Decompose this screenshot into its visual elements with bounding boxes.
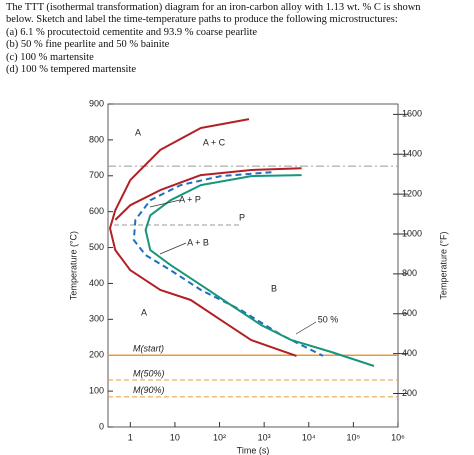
y-tick-label: 0 — [99, 421, 104, 431]
curve — [114, 167, 302, 221]
y-tick-label: 600 — [89, 206, 104, 216]
region-label: A — [141, 307, 147, 317]
pointer — [159, 242, 187, 255]
plot-frame — [107, 103, 399, 428]
region-label: A + B — [187, 237, 209, 247]
y2-tick-label: 200 — [402, 388, 417, 398]
y2-axis-label: Temperature (°F) — [438, 231, 448, 299]
m-line-label: M(50%) — [133, 368, 165, 378]
y-tick-label: 200 — [89, 350, 104, 360]
y2-tick-label: 1000 — [402, 228, 422, 238]
question-line: below. Sketch and label the time-tempera… — [6, 14, 398, 26]
y-tick-label: 900 — [89, 98, 104, 108]
question-line: (b) 50 % fine pearlite and 50 % bainite — [6, 39, 170, 51]
y-tick-label: 800 — [89, 134, 104, 144]
x-tick-label: 10⁶ — [391, 432, 405, 442]
pointer — [295, 321, 317, 335]
region-label: P — [239, 212, 245, 222]
x-tick-label: 10⁵ — [347, 432, 361, 442]
x-tick-label: 1 — [128, 432, 133, 442]
question-line: (d) 100 % tempered martensite — [6, 64, 137, 76]
curve — [144, 174, 375, 367]
y-tick-label: 400 — [89, 278, 104, 288]
question-line: The TTT (isothermal transformation) diag… — [6, 2, 421, 13]
y2-tick-label: 600 — [402, 308, 417, 318]
region-label: A — [135, 127, 141, 137]
m-line-label: M(start) — [133, 344, 164, 354]
x-tick-label: 10⁴ — [302, 432, 316, 442]
y-axis-label: Temperature (°C) — [68, 231, 78, 300]
x-tick-label: 10³ — [258, 432, 271, 442]
question-line: (a) 6.1 % procutectoid cementite and 93.… — [6, 26, 258, 38]
y2-tick-label: 1200 — [402, 188, 422, 198]
question: The TTT (isothermal transformation) diag… — [6, 2, 472, 76]
region-label: A + P — [179, 194, 201, 204]
region-label: B — [271, 283, 277, 293]
region-label: 50 % — [318, 314, 339, 324]
x-tick-label: 10² — [213, 432, 226, 442]
x-axis-label: Time (s) — [237, 445, 270, 455]
y2-tick-label: 1400 — [402, 149, 422, 159]
curve — [132, 171, 324, 357]
pointer — [149, 199, 181, 208]
y-tick-label: 300 — [89, 314, 104, 324]
y-tick-label: 700 — [89, 170, 104, 180]
x-tick-label: 10 — [170, 432, 180, 442]
y-tick-label: 500 — [89, 242, 104, 252]
m-line-label: M(90%) — [133, 385, 165, 395]
curve — [109, 118, 297, 357]
question-line: (c) 100 % martensite — [6, 51, 94, 63]
y2-tick-label: 400 — [402, 348, 417, 358]
y2-tick-label: 800 — [402, 268, 417, 278]
region-label: A + C — [203, 137, 226, 147]
y-tick-label: 100 — [89, 385, 104, 395]
y2-tick-label: 1600 — [402, 109, 422, 119]
